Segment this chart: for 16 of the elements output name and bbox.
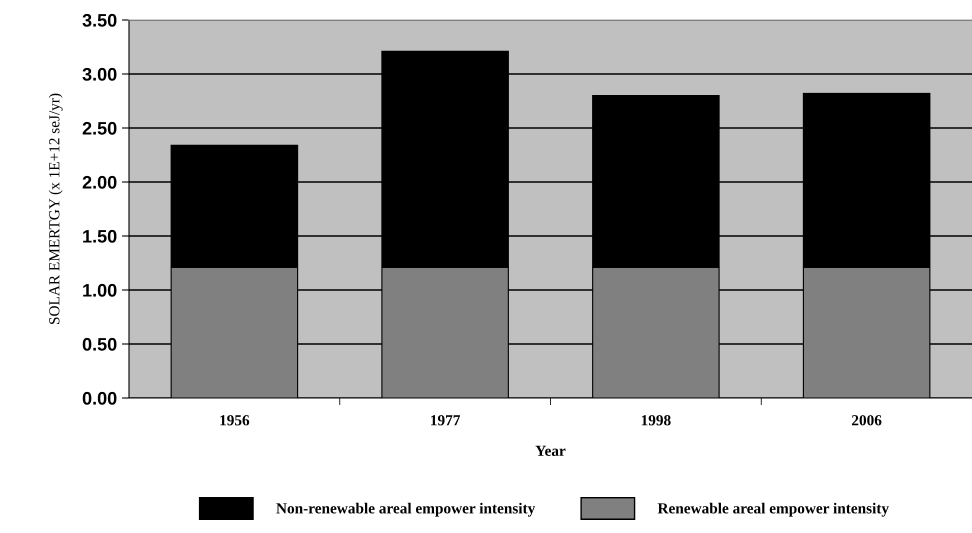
y-tick-label: 2.00: [82, 176, 116, 189]
y-tick-label: 3.00: [82, 68, 116, 81]
y-tick-label: 0.00: [82, 392, 116, 405]
x-tick-label: 1977: [431, 415, 460, 426]
y-tick-label: 3.50: [82, 14, 116, 27]
y-tick-label: 1.50: [83, 230, 116, 243]
x-tick-label: 1956: [220, 415, 250, 426]
y-tick-label: 1.00: [83, 284, 116, 297]
y-tick-label: 2.50: [82, 122, 116, 135]
y-tick-label: 0.50: [82, 338, 116, 351]
legend-label: Renewable areal empower intensity: [658, 502, 889, 517]
x-tick-label: 2006: [852, 415, 882, 426]
x-tick-label: 1998: [642, 415, 671, 426]
x-axis-title: Year: [536, 446, 566, 456]
legend-label: Non-renewable areal empower intensity: [276, 502, 536, 517]
y-axis-title: SOLAR EMERTGY (x 1E+12 seJ/yr): [48, 94, 63, 324]
